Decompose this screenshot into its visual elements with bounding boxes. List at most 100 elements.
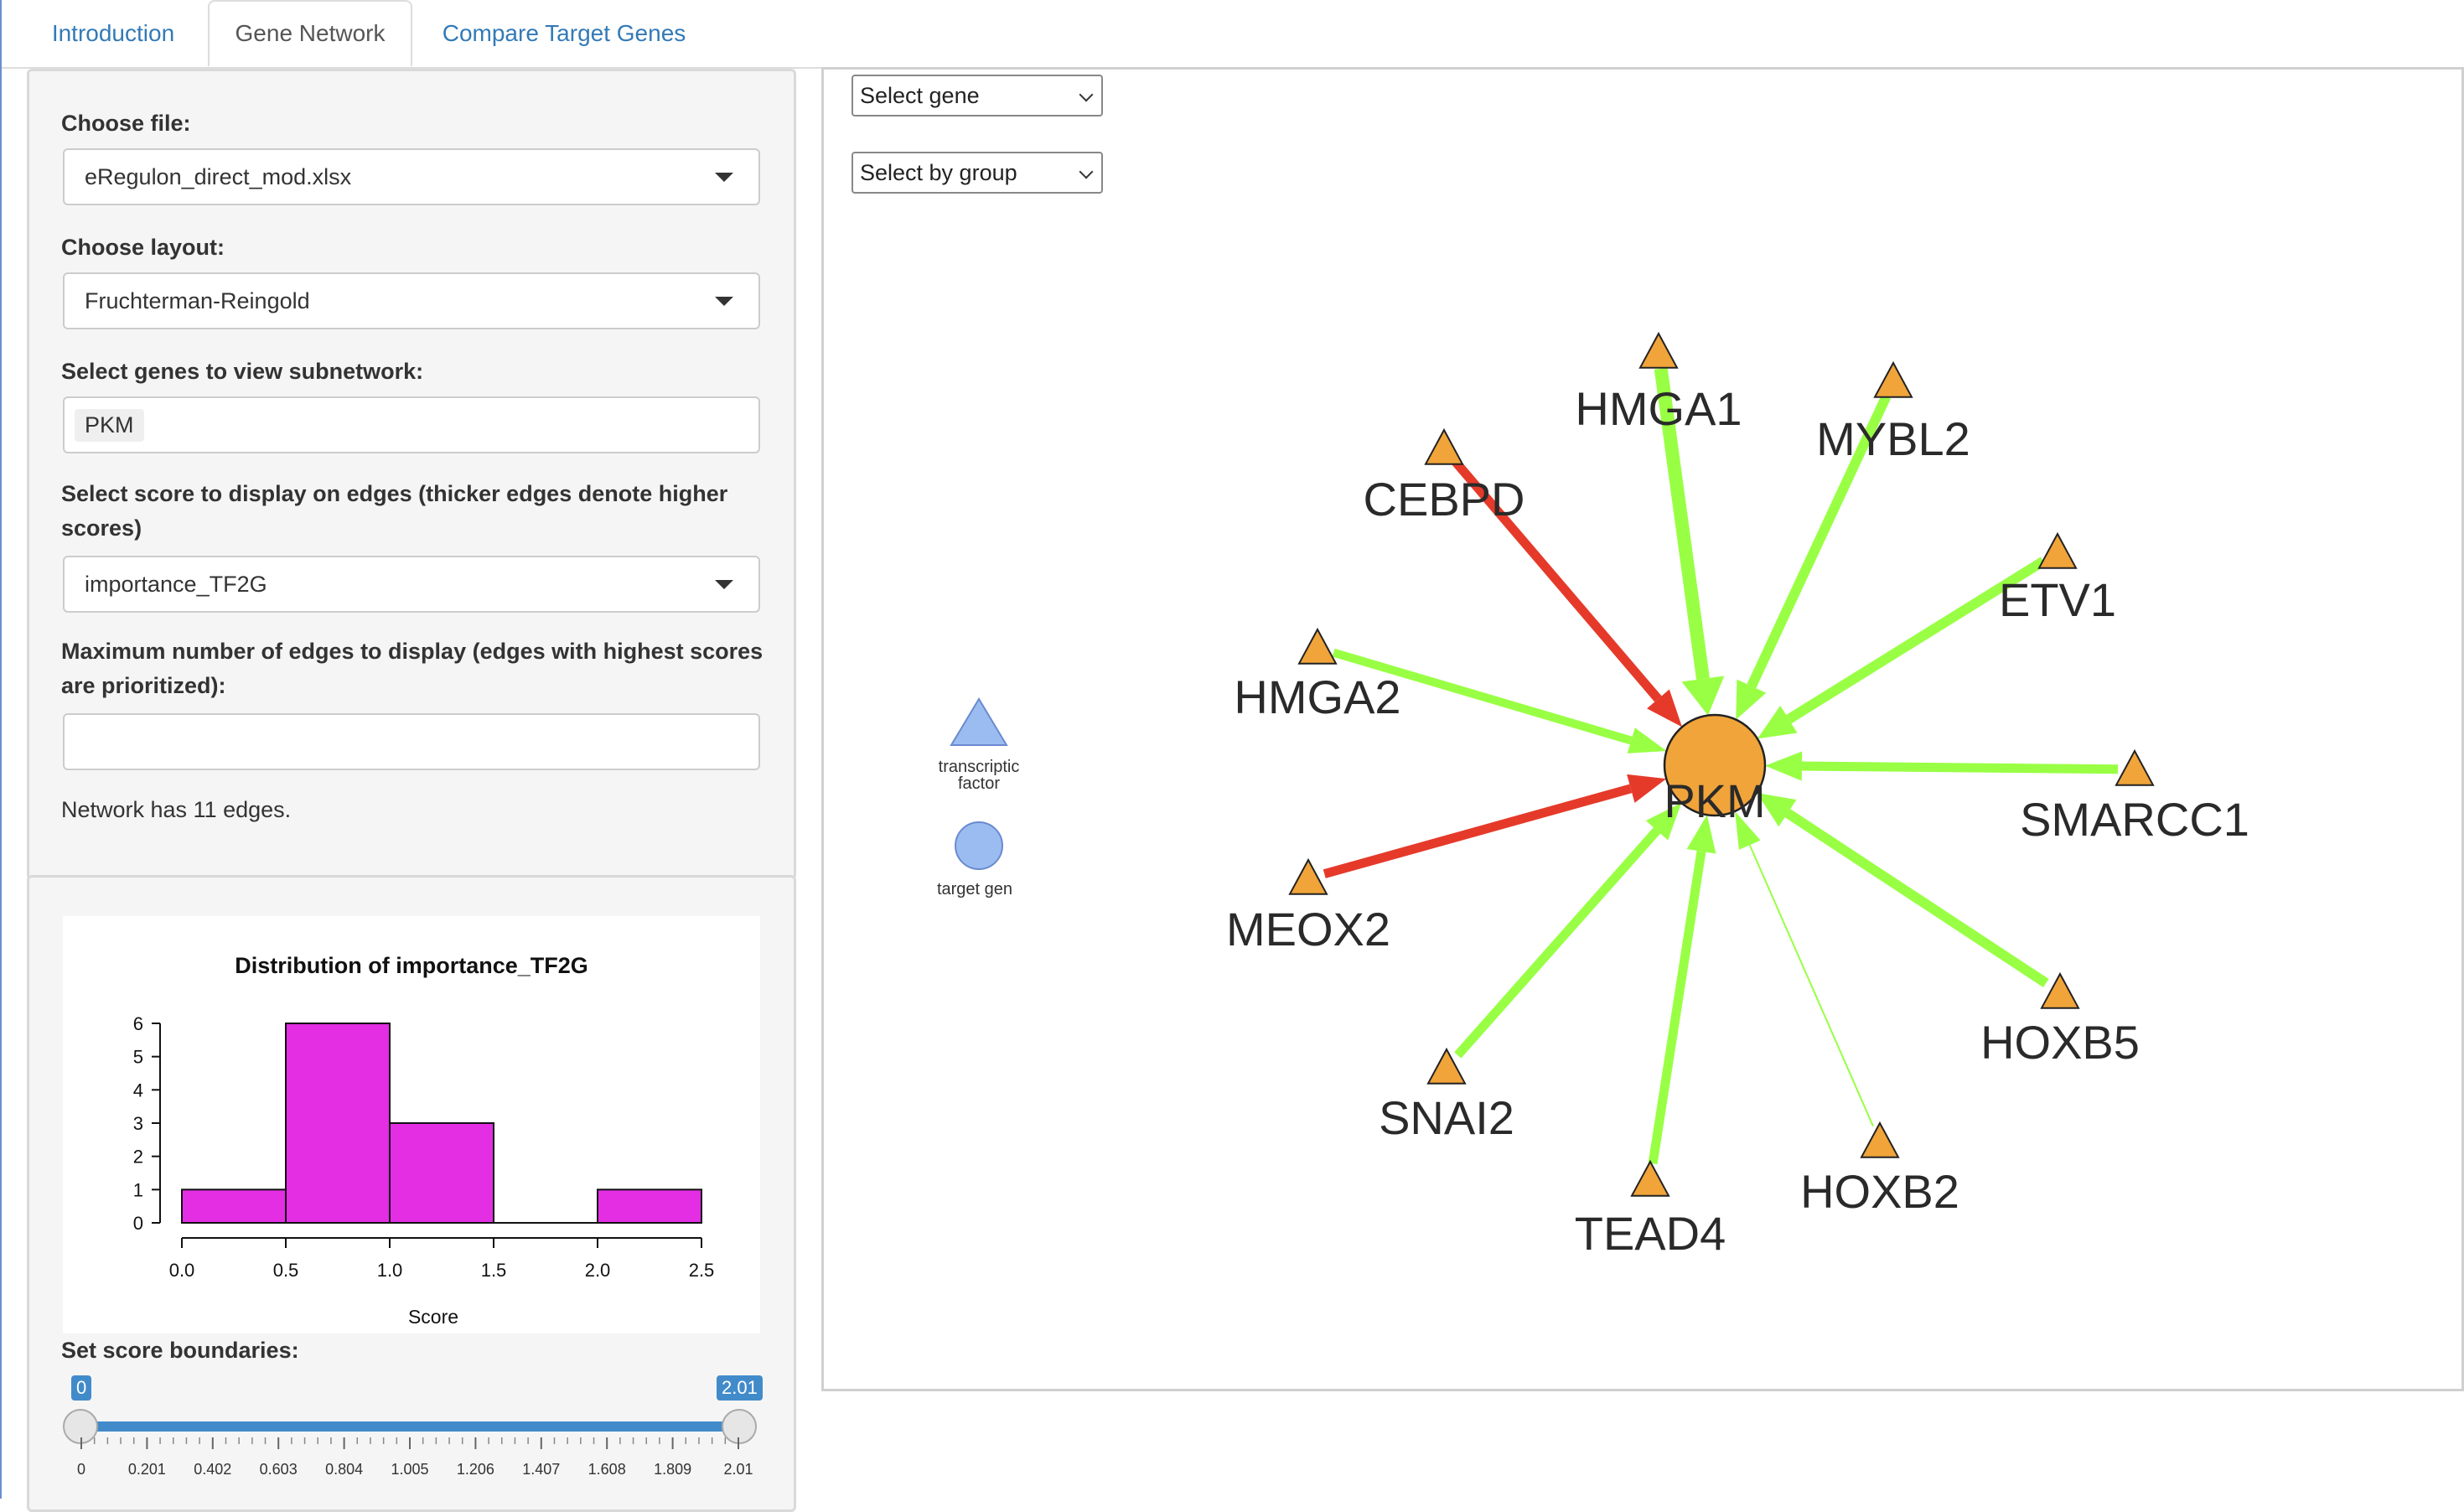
- node-label-snai2: SNAI2: [1379, 1091, 1514, 1144]
- node-hoxb2[interactable]: [1860, 1121, 1900, 1158]
- layout-select[interactable]: Fruchterman-Reingold: [63, 272, 760, 329]
- edge-hoxb2-pkm[interactable]: [1735, 810, 1874, 1127]
- slider-ticks: [80, 1437, 739, 1449]
- edge-line: [1748, 844, 1874, 1127]
- select-score-label: Select score to display on edges (thicke…: [61, 481, 728, 541]
- chevron-down-icon: [715, 297, 733, 306]
- gene-chip[interactable]: PKM: [75, 408, 144, 442]
- choose-file-label: Choose file:: [61, 111, 191, 136]
- node-label-etv1: ETV1: [1999, 573, 2116, 626]
- histogram-bar: [597, 1188, 702, 1225]
- slider-tick-label: 0.603: [259, 1461, 298, 1478]
- file-select-value: eRegulon_direct_mod.xlsx: [85, 163, 352, 189]
- file-select[interactable]: eRegulon_direct_mod.xlsx: [63, 148, 760, 205]
- edge-hoxb5-pkm[interactable]: [1757, 792, 2049, 988]
- tab-introduction[interactable]: Introduction: [51, 20, 175, 46]
- node-mybl2[interactable]: [1873, 360, 1913, 398]
- histogram-y-tick-label: 0: [133, 1213, 143, 1234]
- legend-circle-icon: [955, 821, 1003, 870]
- histogram-bar: [181, 1188, 287, 1225]
- legend-triangle-icon: [950, 697, 1008, 746]
- arrowhead-icon: [1757, 792, 1797, 827]
- network-graph[interactable]: PKM HMGA1 MYBL2 CEBPD ETV1 HMGA2 SMARCC1 MEOX2 H…: [824, 70, 2461, 1389]
- score-slider-track[interactable]: [80, 1421, 740, 1432]
- node-tead4[interactable]: [1630, 1159, 1670, 1197]
- arrowhead-icon: [1681, 676, 1725, 716]
- arrowhead-icon: [1686, 815, 1716, 854]
- slider-tick-label: 0.402: [194, 1461, 232, 1478]
- histogram-bar: [285, 1023, 391, 1224]
- node-label-hoxb5: HOXB5: [1980, 1016, 2140, 1069]
- slider-tick-label: 1.407: [522, 1461, 561, 1478]
- edge-snai2-pkm[interactable]: [1454, 802, 1682, 1059]
- select-group-dropdown[interactable]: Select by group: [852, 152, 1103, 194]
- slider-tick-label: 1.206: [456, 1461, 494, 1478]
- histogram-x-tick-label: 2.5: [689, 1260, 715, 1281]
- node-hmga1[interactable]: [1638, 331, 1679, 369]
- histogram-y-tick-label: 3: [133, 1113, 143, 1134]
- node-cebpd[interactable]: [1424, 427, 1464, 465]
- max-edges-input[interactable]: [63, 713, 760, 770]
- edge-line: [1323, 784, 1633, 878]
- node-label-hmga1: HMGA1: [1575, 382, 1742, 435]
- tab-bar: Introduction Gene Network Compare Target…: [0, 0, 2464, 69]
- arrowhead-icon: [1757, 705, 1798, 739]
- sidebar-histogram-panel: Distribution of importance_TF2G 0 1 2 3 4 5 6 0.…: [27, 875, 796, 1512]
- node-label-hoxb2: HOXB2: [1800, 1165, 1959, 1218]
- tab-compare-target-genes[interactable]: Compare Target Genes: [442, 20, 686, 46]
- score-bounds-label: Set score boundaries:: [61, 1338, 299, 1363]
- edge-etv1-pkm[interactable]: [1757, 557, 2047, 739]
- select-gene-dropdown[interactable]: Select gene: [852, 75, 1103, 117]
- edge-tead4-pkm[interactable]: [1648, 815, 1716, 1165]
- node-pkm[interactable]: [1663, 713, 1767, 817]
- node-smarcc1[interactable]: [2115, 748, 2155, 786]
- histogram-x-tick-label: 2.0: [585, 1260, 611, 1281]
- layout-select-value: Fruchterman-Reingold: [85, 287, 310, 313]
- edge-hmga1-pkm[interactable]: [1654, 367, 1725, 716]
- histogram-title: Distribution of importance_TF2G: [235, 953, 588, 978]
- chevron-down-icon: [715, 580, 733, 589]
- edge-line: [1451, 458, 1662, 702]
- histogram-x-tick-label: 0.5: [273, 1260, 299, 1281]
- tab-gene-network[interactable]: Gene Network: [208, 0, 412, 67]
- choose-layout-label: Choose layout:: [61, 235, 225, 260]
- edge-line: [1454, 827, 1661, 1059]
- slider-min-badge: 0: [71, 1375, 92, 1401]
- histogram-plot: Distribution of importance_TF2G 0 1 2 3 4 5 6 0.…: [63, 916, 760, 1333]
- edge-cebpd-pkm[interactable]: [1451, 458, 1683, 728]
- edge-meox2-pkm[interactable]: [1323, 774, 1667, 878]
- histogram-x-tick-label: 0.0: [169, 1260, 195, 1281]
- edge-line: [1801, 761, 2119, 774]
- node-meox2[interactable]: [1288, 857, 1328, 895]
- histogram-x-tick-label: 1.5: [481, 1260, 507, 1281]
- genes-input[interactable]: PKM: [63, 396, 760, 453]
- edge-smarcc1-pkm[interactable]: [1764, 751, 2119, 781]
- sidebar-controls-panel: Choose file: eRegulon_direct_mod.xlsx Ch…: [27, 69, 796, 880]
- edge-hmga2-pkm[interactable]: [1332, 648, 1667, 753]
- node-snai2[interactable]: [1426, 1047, 1467, 1085]
- histogram-y-tick-label: 2: [133, 1147, 143, 1168]
- edge-line: [1747, 394, 1892, 689]
- arrowhead-icon: [1645, 802, 1682, 841]
- histogram-y-tick-label: 6: [133, 1013, 143, 1034]
- histogram-y-tick-label: 5: [133, 1047, 143, 1068]
- select-gene-value: Select gene: [860, 82, 980, 108]
- node-hmga2[interactable]: [1297, 627, 1338, 665]
- edge-line: [1654, 367, 1710, 681]
- score-select[interactable]: importance_TF2G: [63, 556, 760, 613]
- node-hoxb5[interactable]: [2040, 971, 2080, 1009]
- slider-tick-label: 1.809: [654, 1461, 692, 1478]
- slider-tick-label: 2.01: [723, 1461, 753, 1478]
- arrowhead-icon: [1735, 810, 1761, 850]
- edge-mybl2-pkm[interactable]: [1736, 394, 1892, 720]
- node-label-mybl2: MYBL2: [1816, 412, 1970, 465]
- node-label-tead4: TEAD4: [1575, 1207, 1726, 1260]
- histogram-svg: Distribution of importance_TF2G 0 1 2 3 4 5 6 0.…: [133, 953, 715, 1328]
- histogram-bar: [389, 1122, 494, 1224]
- network-panel: Select gene Select by group PKM HMGA1 MYBL…: [821, 67, 2464, 1391]
- edge-line: [1784, 809, 2049, 988]
- node-label-hmga2: HMGA2: [1234, 671, 1400, 723]
- node-etv1[interactable]: [2037, 531, 2078, 569]
- window-edge: [0, 0, 2, 1499]
